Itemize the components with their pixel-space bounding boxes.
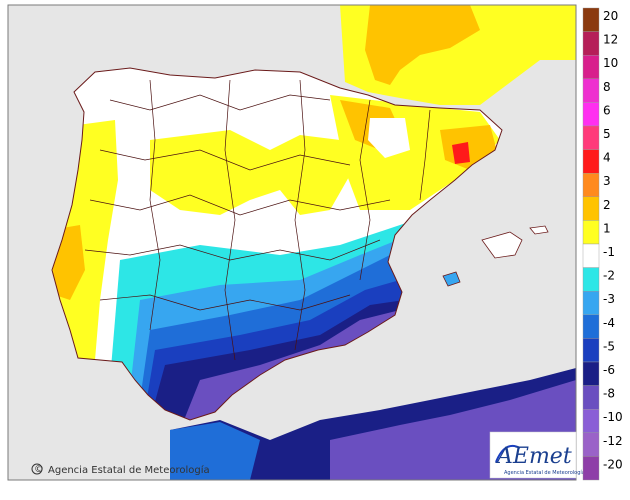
legend-label: 5 [603,127,611,141]
legend-swatch [582,102,600,127]
legend-swatch [582,409,600,434]
mallorca [481,231,523,259]
legend-swatch [582,385,600,410]
legend-label: -2 [603,269,615,283]
legend-label: -12 [603,434,623,448]
legend-swatch [582,314,600,339]
aragon-white [368,118,410,158]
legend-label: 6 [603,103,611,117]
legend-label: -20 [603,457,623,471]
legend-swatch [582,172,600,197]
aemet-swoosh-icon [495,444,521,463]
legend-swatch [582,78,600,103]
legend-swatch [582,125,600,150]
france-warm-patch [365,5,480,85]
legend-label: 12 [603,33,618,47]
legend-swatch [582,291,600,316]
iberia-outline [51,67,503,421]
legend-swatch [582,31,600,56]
aemet-tagline: Agencia Estatal de Meteorología [504,469,585,476]
aemet-logo: AEmet Agencia Estatal de Meteorología [489,431,585,479]
legend-swatch [582,7,600,32]
legend-label: 8 [603,80,611,94]
meseta-yellow [150,130,350,215]
legend-swatch [582,361,600,386]
north-africa-blue-edge [170,422,260,480]
legend-label: 1 [603,221,611,235]
legend-label: -10 [603,410,623,424]
legend-color-scale: 20 12 10 8 6 5 4 3 2 1 -1 -2 -3 -4 -5 -6 -8 -10 -12 -20 [582,7,623,481]
legend-label: 20 [603,9,618,23]
legend-label: 4 [603,151,611,165]
legend-label: -5 [603,339,615,353]
menorca [529,225,549,235]
legend-swatch [582,220,600,245]
map-frame [7,4,577,481]
legend-swatch [582,338,600,363]
province-borders [84,79,431,361]
legend-label: 3 [603,174,611,188]
catalonia-hot [452,142,470,164]
copyright-icon [31,463,43,475]
legend-swatch [582,55,600,80]
ibiza [442,271,461,287]
legend-label: 10 [603,56,618,70]
legend-swatch [582,432,600,457]
copyright-symbol: © [34,464,44,475]
legend-label: 2 [603,198,611,212]
credit-text: Agencia Estatal de Meteorología [48,464,210,476]
legend-label: -3 [603,292,615,306]
legend-swatch [582,267,600,292]
legend-swatch [582,196,600,221]
legend-label: -8 [603,387,615,401]
legend-swatch [582,149,600,174]
legend-label: -1 [603,245,615,259]
legend-label: -6 [603,363,615,377]
legend-label: -4 [603,316,615,330]
credit-line: © Agencia Estatal de Meteorología [31,463,210,476]
legend-swatch [582,243,600,268]
legend-swatch [582,456,600,481]
aemet-wordmark: AEmet [495,444,572,469]
